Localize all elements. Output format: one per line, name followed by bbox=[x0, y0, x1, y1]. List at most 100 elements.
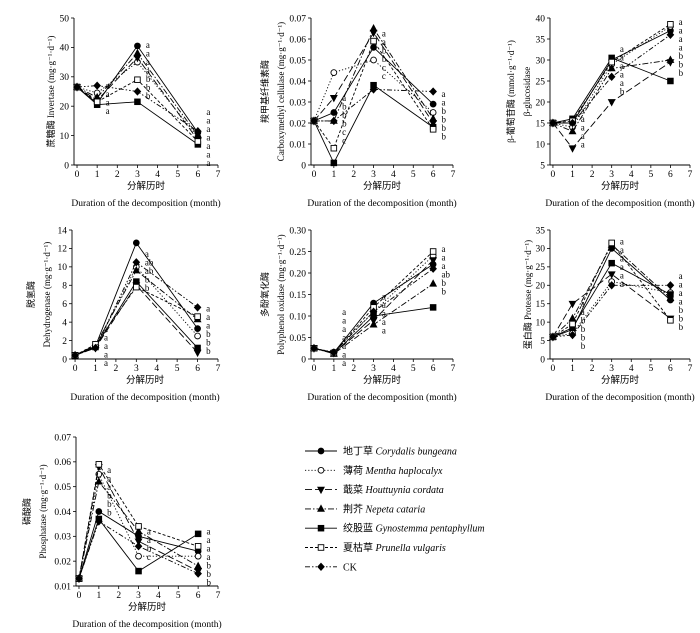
significance-letter: a bbox=[104, 341, 108, 351]
y-tick-label: 0.20 bbox=[289, 269, 306, 279]
significance-letter: a bbox=[342, 350, 346, 360]
y-tick-label: 15 bbox=[536, 119, 546, 129]
data-point bbox=[607, 271, 616, 279]
legend-label-latin: Gynostemma pentaphyllum bbox=[373, 524, 485, 535]
significance-letter: b bbox=[206, 346, 211, 356]
y-tick-label: 0.02 bbox=[54, 557, 71, 567]
data-point bbox=[429, 100, 437, 108]
data-point bbox=[134, 542, 143, 551]
series-line bbox=[313, 251, 434, 354]
series-line bbox=[313, 283, 434, 355]
significance-letter: b bbox=[107, 499, 112, 509]
x-tick-label: 5 bbox=[411, 170, 416, 180]
significance-letter: a bbox=[441, 89, 445, 99]
legend-item: 蕺菜 Houttuynia cordata bbox=[305, 483, 444, 496]
significance-letter: b bbox=[206, 569, 211, 579]
significance-letter: b bbox=[206, 338, 211, 348]
y-tick-label: 20 bbox=[60, 103, 70, 113]
y-tick-label: 0.01 bbox=[54, 582, 71, 592]
data-point bbox=[194, 325, 201, 332]
significance-letter: a bbox=[107, 465, 111, 475]
significance-letter: a bbox=[679, 34, 683, 44]
y-axis-label: Carboxymethyl cellulase (mg·g⁻¹·d⁻¹) bbox=[276, 22, 286, 161]
significance-letter: b bbox=[581, 332, 586, 342]
x-tick-label: 6 bbox=[668, 170, 673, 180]
significance-letter: b bbox=[441, 114, 446, 124]
y-tick-label: 0.02 bbox=[289, 119, 306, 129]
y-tick-label: 0.06 bbox=[289, 35, 306, 45]
significance-letter: a bbox=[342, 333, 346, 343]
data-point bbox=[132, 265, 141, 274]
legend-item: 薄荷 Mentha haplocalyx bbox=[305, 464, 443, 477]
series bbox=[73, 81, 202, 136]
series-line bbox=[313, 31, 434, 124]
significance-letter: a bbox=[382, 292, 386, 302]
y-tick-label: 0 bbox=[301, 355, 306, 365]
series bbox=[548, 55, 675, 135]
data-point bbox=[310, 344, 318, 353]
data-point bbox=[194, 127, 202, 136]
data-point bbox=[607, 63, 616, 72]
y-tick-label: 0.03 bbox=[54, 533, 71, 543]
x-tick-label: 7 bbox=[216, 364, 221, 374]
significance-letter: a bbox=[147, 526, 151, 536]
y-tick-label: 0 bbox=[540, 355, 545, 365]
series-line bbox=[74, 269, 198, 356]
significance-letter: a bbox=[441, 244, 445, 254]
x-tick-label: 3 bbox=[609, 364, 614, 374]
data-point bbox=[370, 56, 377, 64]
chart-panel: 0 5 10 15 20 25 30 35 0 1 2 3 4 5 6 7 分解历时 Duration of th… bbox=[522, 226, 695, 403]
y-tick-label: 0.01 bbox=[289, 140, 306, 150]
significance-letter: a bbox=[206, 115, 210, 125]
significance-letter: a bbox=[620, 52, 624, 62]
significance-letter: a bbox=[441, 261, 445, 271]
significance-letter: b bbox=[146, 74, 151, 84]
y-tick-label: 14 bbox=[58, 226, 68, 236]
data-point bbox=[568, 126, 577, 135]
y-tick-label: 0.06 bbox=[54, 458, 71, 468]
significance-letter: b bbox=[206, 577, 211, 587]
y-tick-label: 0.04 bbox=[289, 77, 306, 87]
data-point bbox=[194, 569, 202, 578]
legend-marker bbox=[317, 504, 325, 512]
x-tick-label: 4 bbox=[391, 170, 396, 180]
y-tick-label: 0.05 bbox=[289, 56, 306, 66]
y-tick-label: 10 bbox=[58, 263, 68, 273]
y-axis-label: β-glucosidase bbox=[522, 67, 532, 117]
data-point bbox=[549, 118, 557, 128]
series-line bbox=[552, 23, 671, 124]
x-tick-label: 2 bbox=[114, 364, 119, 374]
x-tick-label: 0 bbox=[312, 170, 317, 180]
legend-label: 荆芥 Nepeta cataria bbox=[343, 502, 425, 515]
legend: 地丁草 Corydalis bungeana 薄荷 Mentha haplocal… bbox=[305, 445, 485, 573]
data-point bbox=[132, 239, 140, 247]
significance-letter: b bbox=[107, 508, 112, 518]
significance-letter: a bbox=[581, 131, 585, 141]
x-tick-label: 7 bbox=[688, 364, 693, 374]
data-point bbox=[608, 239, 615, 247]
series-line bbox=[552, 284, 671, 338]
series-line bbox=[76, 61, 199, 138]
legend-item: CK bbox=[305, 562, 358, 573]
x-tick-label: 2 bbox=[351, 170, 356, 180]
data-point bbox=[429, 248, 437, 255]
data-point bbox=[95, 517, 103, 526]
data-point bbox=[569, 320, 576, 328]
significance-letter: a bbox=[107, 482, 111, 492]
x-tick-label: 3 bbox=[135, 170, 140, 180]
significance-letter: ab bbox=[145, 266, 154, 276]
data-point bbox=[75, 574, 83, 583]
series bbox=[71, 278, 201, 359]
legend-label-cn: 地丁草 bbox=[343, 445, 373, 458]
legend-label-latin: Corydalis bungeana bbox=[373, 447, 457, 458]
significance-letter: a bbox=[146, 57, 150, 67]
data-point bbox=[91, 343, 100, 353]
data-point bbox=[133, 87, 142, 96]
data-point bbox=[330, 159, 338, 167]
series-line bbox=[313, 59, 434, 122]
data-point bbox=[608, 259, 615, 267]
x-axis-label-en: Duration of the decomposition (month) bbox=[545, 392, 694, 403]
x-tick-label: 6 bbox=[195, 364, 200, 374]
significance-letter: b bbox=[441, 131, 446, 141]
significance-letter: b bbox=[146, 91, 151, 101]
